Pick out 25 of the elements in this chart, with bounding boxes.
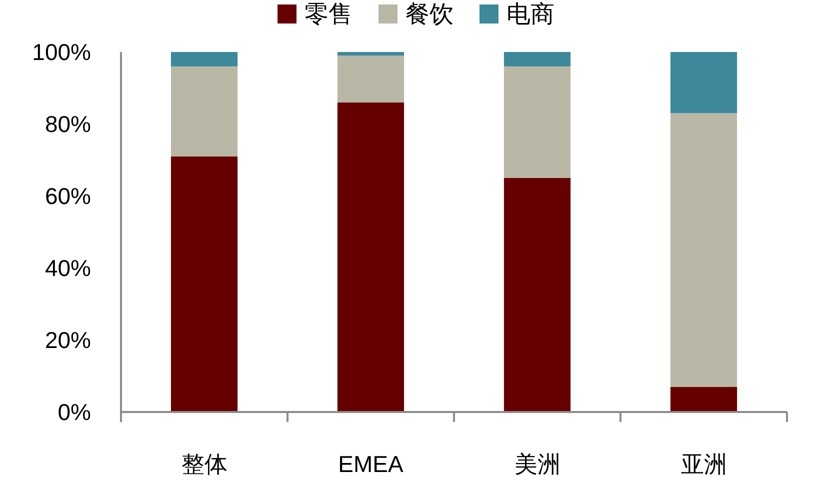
bar: [170, 156, 238, 412]
y-tick-label: 100%: [32, 39, 91, 65]
bar: [504, 66, 571, 178]
bar: [670, 113, 738, 387]
bar: [337, 52, 404, 56]
y-tick-label: 60%: [44, 183, 91, 209]
legend-label: 电商: [506, 1, 554, 28]
bar: [504, 178, 571, 412]
y-tick-label: 20%: [44, 327, 91, 353]
legend-label: 餐饮: [406, 1, 454, 28]
x-tick-label: EMEA: [338, 451, 404, 477]
bar: [504, 52, 571, 66]
bar: [170, 52, 238, 66]
bar: [170, 66, 238, 156]
y-tick-label: 0%: [58, 399, 91, 425]
y-tick-label: 40%: [44, 255, 91, 281]
bar: [670, 386, 738, 412]
x-tick-label: 亚洲: [680, 451, 727, 477]
bar: [337, 56, 404, 102]
bar: [670, 52, 738, 114]
y-tick-label: 80%: [44, 111, 91, 137]
legend-label: 零售: [304, 1, 352, 28]
x-tick-label: 整体: [181, 451, 228, 477]
bar: [337, 102, 404, 412]
x-tick-label: 美洲: [514, 451, 560, 477]
